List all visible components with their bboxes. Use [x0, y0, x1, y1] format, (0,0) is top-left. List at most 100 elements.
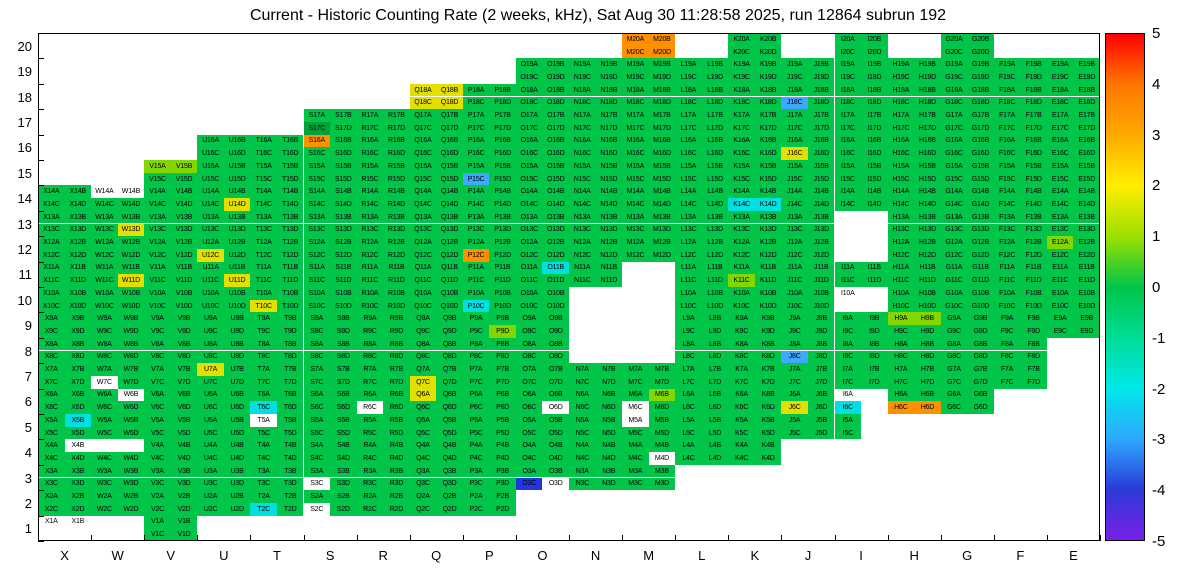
heatmap-cell-Q5D: Q5D	[436, 426, 463, 440]
heatmap-cell-I7C: I7C	[834, 375, 862, 389]
x-axis-tick	[993, 535, 995, 541]
heatmap-cell-V7B: V7B	[170, 363, 198, 376]
y-axis-tick	[38, 515, 44, 517]
heatmap-cell-G10C: G10C	[940, 299, 968, 313]
heatmap-cell-O19A: O19A	[515, 58, 543, 72]
heatmap-cell-U3C: U3C	[197, 477, 224, 491]
heatmap-cell-S9D: S9D	[330, 325, 357, 338]
heatmap-cell-L13B: L13B	[701, 210, 729, 224]
heatmap-cell-G15B: G15B	[967, 160, 994, 173]
heatmap-cell-E14C: E14C	[1046, 198, 1074, 211]
heatmap-cell-T2B: T2B	[276, 490, 304, 503]
heatmap-cell-N5C: N5C	[569, 426, 596, 440]
heatmap-cell-L16B: L16B	[701, 134, 729, 148]
heatmap-cell-L13C: L13C	[675, 223, 702, 237]
heatmap-cell-V14D: V14D	[170, 198, 198, 211]
heatmap-cell-Q5C: Q5C	[409, 426, 437, 440]
heatmap-cell-M19C: M19C	[622, 71, 649, 84]
heatmap-cell-N13B: N13B	[595, 210, 623, 224]
heatmap-cell-P11C: P11C	[462, 274, 490, 287]
colorbar	[1105, 33, 1145, 541]
heatmap-cell-F12C: F12C	[993, 248, 1021, 262]
heatmap-cell-E11A: E11A	[1046, 261, 1074, 275]
y-axis-tick	[38, 439, 44, 441]
heatmap-cell-Q5B: Q5B	[436, 414, 463, 427]
heatmap-cell-Q15B: Q15B	[436, 160, 463, 173]
heatmap-cell-H8B: H8B	[914, 337, 941, 351]
heatmap-cell-V10A: V10A	[144, 287, 171, 300]
heatmap-cell-I10D	[861, 299, 888, 313]
heatmap-cell-E16A: E16A	[1046, 134, 1074, 148]
x-axis-tick	[887, 535, 889, 541]
heatmap-cell-H9D: H9D	[914, 325, 941, 338]
heatmap-cell-P5B: P5B	[489, 414, 516, 427]
heatmap-cell-J16D: J16D	[807, 147, 835, 160]
heatmap-cell-Q18D: Q18D	[436, 96, 463, 110]
heatmap-cell-V7A: V7A	[144, 363, 171, 376]
heatmap-cell-Q6C: Q6C	[409, 401, 437, 414]
heatmap-cell-H10B: H10B	[914, 287, 941, 300]
heatmap-cell-H9B: H9B	[914, 312, 941, 326]
heatmap-cell-U7C: U7C	[197, 375, 224, 389]
heatmap-cell-H9A: H9A	[887, 312, 915, 326]
heatmap-cell-N13D: N13D	[595, 223, 623, 237]
heatmap-cell-G7B: G7B	[967, 363, 994, 376]
heatmap-cell-P9A: P9A	[462, 312, 490, 326]
heatmap-cell-Q10B: Q10B	[436, 287, 463, 300]
heatmap-cell-L5C: L5C	[675, 426, 702, 440]
heatmap-cell-U2B: U2B	[223, 490, 251, 503]
x-axis-tick	[728, 535, 730, 541]
heatmap-cell-F13C: F13C	[993, 223, 1021, 237]
y-axis-tick	[38, 464, 44, 466]
heatmap-cell-T15A: T15A	[250, 160, 277, 173]
heatmap-cell-U5D: U5D	[223, 426, 251, 440]
heatmap-cell-Q2A: Q2A	[409, 490, 437, 503]
heatmap-cell-V11C: V11C	[144, 274, 171, 287]
heatmap-cell-R12B: R12B	[383, 236, 410, 249]
heatmap-cell-M14A: M14A	[622, 185, 649, 199]
heatmap-cell-N18A: N18A	[569, 83, 596, 97]
heatmap-cell-R13C: R13C	[356, 223, 384, 237]
heatmap-cell-R2C: R2C	[356, 502, 384, 516]
y-axis-tick	[38, 160, 44, 161]
heatmap-cell-J17A: J17A	[781, 109, 808, 122]
heatmap-cell-V8D: V8D	[170, 350, 198, 364]
heatmap-cell-F11B: F11B	[1020, 261, 1047, 275]
heatmap-cell-J11C: J11C	[781, 274, 808, 287]
heatmap-cell-K20A: K20A	[728, 33, 755, 46]
heatmap-cell-X13C: X13C	[38, 223, 65, 237]
heatmap-cell-O10A: O10A	[515, 287, 543, 300]
heatmap-cell-W2A: W2A	[91, 490, 118, 503]
heatmap-cell-S5B: S5B	[330, 414, 357, 427]
heatmap-cell-F18C: F18C	[993, 96, 1021, 110]
heatmap-cell-S8B: S8B	[330, 337, 357, 351]
heatmap-cell-T6D: T6D	[276, 401, 304, 414]
heatmap-cell-I16B: I16B	[861, 134, 888, 148]
heatmap-cell-R3D: R3D	[383, 477, 410, 491]
heatmap-cell-F15D: F15D	[1020, 172, 1047, 186]
heatmap-cell-J10C: J10C	[781, 299, 808, 313]
heatmap-cell-L6C: L6C	[675, 401, 702, 414]
heatmap-cell-H15D: H15D	[914, 172, 941, 186]
heatmap-cell-Q17A: Q17A	[409, 109, 437, 122]
y-axis-label-13: 13	[17, 216, 32, 232]
heatmap-cell-M20A: M20A	[622, 33, 649, 46]
heatmap-cell-M17B: M17B	[648, 109, 676, 122]
heatmap-cell-W12C: W12C	[91, 248, 118, 262]
heatmap-cell-J5B: J5B	[807, 414, 835, 427]
heatmap-cell-W10D: W10D	[117, 299, 145, 313]
heatmap-cell-M14B: M14B	[648, 185, 676, 199]
heatmap-cell-J17D: J17D	[807, 121, 835, 135]
colorbar-label-0: 0	[1152, 279, 1161, 296]
heatmap-cell-R16D: R16D	[383, 147, 410, 160]
heatmap-cell-N15D: N15D	[595, 172, 623, 186]
heatmap-cell-I7D: I7D	[861, 375, 888, 389]
heatmap-cell-S11C: S11C	[303, 274, 331, 287]
heatmap-cell-E17B: E17B	[1073, 109, 1100, 122]
heatmap-cell-L16C: L16C	[675, 147, 702, 160]
heatmap-cell-N17B: N17B	[595, 109, 623, 122]
heatmap-cell-T15D: T15D	[276, 172, 304, 186]
heatmap-cell-Q4B: Q4B	[436, 439, 463, 453]
heatmap-cell-K7C: K7C	[728, 375, 755, 389]
heatmap-cell-F8A: F8A	[993, 337, 1021, 351]
